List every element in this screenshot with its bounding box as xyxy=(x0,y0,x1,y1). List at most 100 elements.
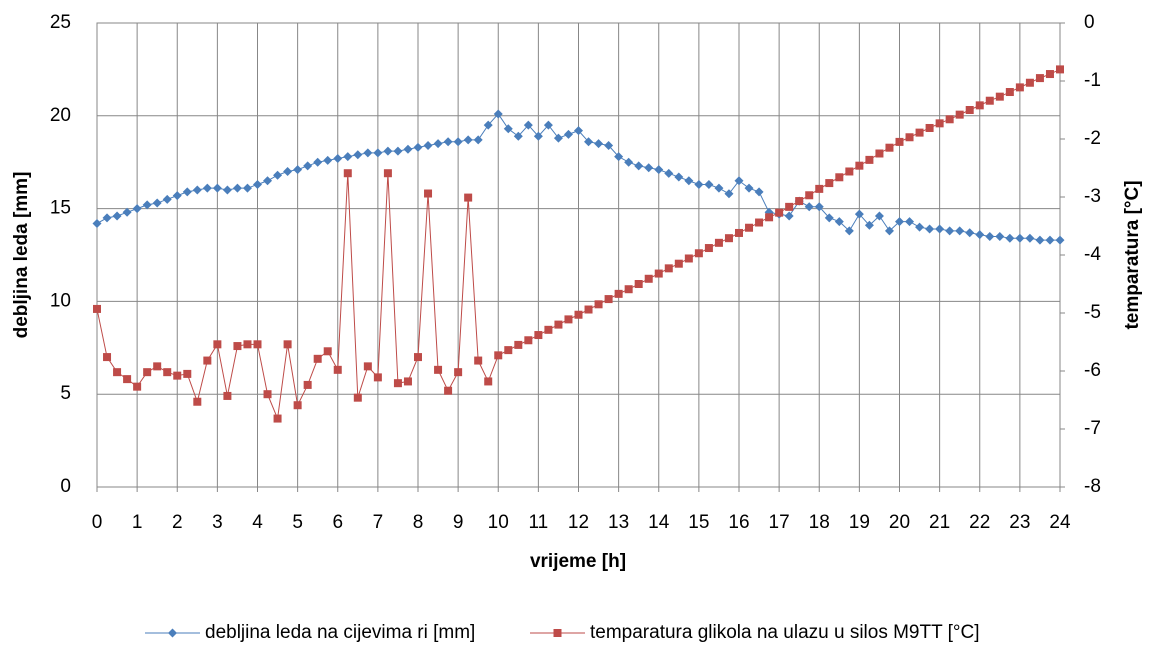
marker xyxy=(92,218,102,228)
marker xyxy=(183,369,192,378)
marker xyxy=(965,106,974,114)
marker xyxy=(182,187,192,197)
marker xyxy=(343,169,352,178)
marker xyxy=(594,139,604,149)
marker xyxy=(935,224,945,234)
marker xyxy=(524,336,533,345)
marker xyxy=(363,148,373,158)
y2-tick-label: -1 xyxy=(1084,70,1101,91)
marker xyxy=(735,228,743,237)
marker xyxy=(323,347,332,356)
x-tick-label: 21 xyxy=(929,512,950,533)
marker xyxy=(253,179,262,189)
marker xyxy=(173,371,182,380)
marker xyxy=(734,176,744,186)
marker xyxy=(303,161,313,171)
marker xyxy=(985,96,994,105)
x-tick-label: 2 xyxy=(172,512,183,533)
y-axis-title: debljina leda [mm] xyxy=(11,172,32,339)
marker xyxy=(192,185,202,195)
marker xyxy=(684,176,694,186)
marker xyxy=(935,119,944,128)
marker xyxy=(263,176,273,186)
marker xyxy=(704,179,714,189)
marker xyxy=(424,189,433,198)
x-tick-label: 7 xyxy=(373,512,384,533)
marker xyxy=(584,137,594,147)
marker xyxy=(755,218,764,227)
marker xyxy=(915,222,925,232)
marker xyxy=(373,148,383,158)
marker xyxy=(874,211,884,221)
marker xyxy=(474,356,483,365)
marker xyxy=(122,207,132,217)
marker xyxy=(142,200,152,210)
x-tick-label: 15 xyxy=(688,512,709,533)
x-tick-label: 3 xyxy=(212,512,223,533)
y2-tick-label: -7 xyxy=(1084,418,1101,439)
marker xyxy=(172,191,182,201)
y2-axis-title: temparatura [°C] xyxy=(1122,180,1143,329)
marker xyxy=(624,157,634,167)
x-tick-label: 1 xyxy=(132,512,143,533)
x-tick-label: 4 xyxy=(252,512,263,533)
marker xyxy=(543,120,553,130)
marker xyxy=(333,365,342,374)
legend-label: debljina leda na cijevima ri [mm] xyxy=(205,622,475,643)
marker xyxy=(433,139,443,149)
marker xyxy=(844,226,854,236)
marker xyxy=(754,187,764,197)
marker xyxy=(273,170,283,180)
marker xyxy=(242,183,252,193)
marker xyxy=(634,280,643,288)
marker xyxy=(113,368,122,377)
marker xyxy=(303,380,312,389)
x-tick-label: 12 xyxy=(568,512,589,533)
marker xyxy=(714,183,724,193)
marker xyxy=(373,373,382,382)
marker xyxy=(804,202,814,212)
marker xyxy=(464,193,473,202)
marker xyxy=(724,189,734,199)
y2-tick-label: -4 xyxy=(1084,244,1101,265)
marker xyxy=(644,274,653,283)
marker xyxy=(163,368,172,377)
marker xyxy=(484,377,493,386)
marker xyxy=(825,179,834,188)
marker xyxy=(704,244,713,253)
x-tick-label: 8 xyxy=(413,512,424,533)
marker xyxy=(403,377,412,386)
marker xyxy=(553,133,563,143)
marker xyxy=(403,144,413,154)
marker xyxy=(563,129,573,139)
marker xyxy=(694,179,704,189)
marker xyxy=(664,168,674,178)
marker xyxy=(483,120,493,130)
marker xyxy=(1015,233,1025,243)
marker xyxy=(553,629,562,637)
marker xyxy=(203,356,212,365)
marker xyxy=(434,365,443,374)
y-tick-label: 25 xyxy=(50,12,71,33)
marker xyxy=(814,202,824,212)
marker xyxy=(222,185,232,195)
y2-tick-label: -5 xyxy=(1084,302,1101,323)
marker xyxy=(493,109,503,119)
marker xyxy=(233,342,242,351)
marker xyxy=(333,153,343,163)
marker xyxy=(544,325,553,334)
x-tick-label: 23 xyxy=(1009,512,1030,533)
marker xyxy=(193,397,202,406)
marker xyxy=(1035,235,1045,245)
marker xyxy=(243,340,252,349)
x-tick-label: 24 xyxy=(1049,512,1071,533)
marker xyxy=(202,183,212,193)
marker xyxy=(353,393,362,402)
marker xyxy=(674,259,683,268)
marker xyxy=(644,163,654,173)
marker xyxy=(393,146,403,156)
marker xyxy=(805,191,814,200)
marker xyxy=(313,157,323,167)
y-tick-label: 15 xyxy=(50,198,71,219)
